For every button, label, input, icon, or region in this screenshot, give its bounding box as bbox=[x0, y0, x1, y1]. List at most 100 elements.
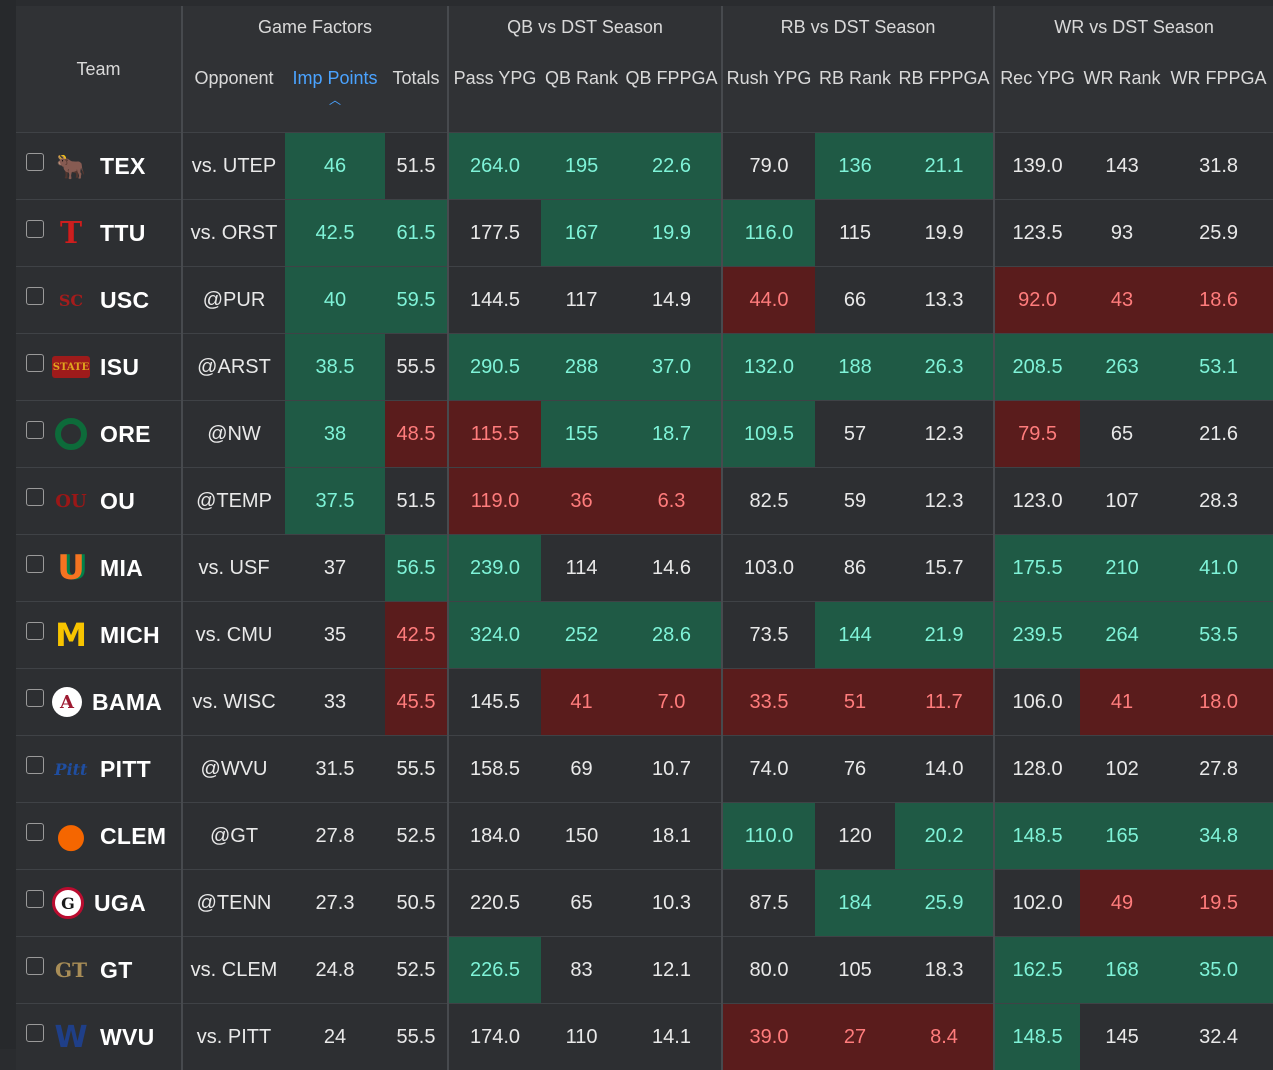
matchup-table: Team Game Factors QB vs DST Season RB vs… bbox=[16, 6, 1273, 1070]
cell-rush-ypg: 103.0 bbox=[722, 535, 815, 602]
cell-pass-ypg: 226.5 bbox=[448, 937, 541, 1004]
cell-totals: 56.5 bbox=[385, 535, 448, 602]
cell-totals: 48.5 bbox=[385, 401, 448, 468]
col-header-imp-points-label: Imp Points bbox=[292, 68, 377, 88]
cell-rb-fppga: 12.3 bbox=[895, 401, 994, 468]
team-wrap: 🐂TEX bbox=[16, 133, 181, 199]
cell-qb-fppga: 14.6 bbox=[622, 535, 722, 602]
row-select-checkbox[interactable] bbox=[26, 287, 44, 305]
cell-rb-rank: 76 bbox=[815, 736, 895, 803]
row-select-checkbox[interactable] bbox=[26, 1024, 44, 1042]
cell-qb-rank: 288 bbox=[541, 334, 622, 401]
cell-rb-rank: 86 bbox=[815, 535, 895, 602]
cell-qb-fppga: 14.1 bbox=[622, 1004, 722, 1070]
row-select-checkbox[interactable] bbox=[26, 153, 44, 171]
cell-wr-fppga: 53.5 bbox=[1164, 602, 1273, 669]
row-select-checkbox[interactable] bbox=[26, 488, 44, 506]
cell-totals: 59.5 bbox=[385, 267, 448, 334]
cell-pass-ypg: 145.5 bbox=[448, 669, 541, 736]
cell-pass-ypg: 177.5 bbox=[448, 200, 541, 267]
cell-imp-points: 33 bbox=[285, 669, 385, 736]
cell-opponent: @WVU bbox=[182, 736, 285, 803]
cell-imp-points: 31.5 bbox=[285, 736, 385, 803]
row-select-checkbox[interactable] bbox=[26, 421, 44, 439]
row-select-checkbox[interactable] bbox=[26, 354, 44, 372]
col-header-rb-fppga[interactable]: RB FPPGA bbox=[895, 48, 994, 133]
isu-state-logo-icon: STATE bbox=[52, 356, 90, 378]
col-header-rush-ypg[interactable]: Rush YPG bbox=[722, 48, 815, 133]
cell-pass-ypg: 290.5 bbox=[448, 334, 541, 401]
cell-wr-fppga: 21.6 bbox=[1164, 401, 1273, 468]
col-header-rb-rank[interactable]: RB Rank bbox=[815, 48, 895, 133]
cell-wr-rank: 143 bbox=[1080, 133, 1164, 200]
cell-rush-ypg: 80.0 bbox=[722, 937, 815, 1004]
cell-pass-ypg: 144.5 bbox=[448, 267, 541, 334]
team-header[interactable]: Team bbox=[16, 6, 182, 133]
team-abbr: ORE bbox=[100, 421, 151, 448]
cell-totals: 45.5 bbox=[385, 669, 448, 736]
cell-opponent: @ARST bbox=[182, 334, 285, 401]
row-select-checkbox[interactable] bbox=[26, 823, 44, 841]
row-select-checkbox[interactable] bbox=[26, 220, 44, 238]
left-gutter bbox=[0, 0, 16, 1049]
cell-qb-fppga: 12.1 bbox=[622, 937, 722, 1004]
cell-wr-rank: 263 bbox=[1080, 334, 1164, 401]
cell-wr-fppga: 25.9 bbox=[1164, 200, 1273, 267]
cell-totals: 42.5 bbox=[385, 602, 448, 669]
cell-wr-rank: 145 bbox=[1080, 1004, 1164, 1070]
cell-qb-fppga: 14.9 bbox=[622, 267, 722, 334]
cell-imp-points: 40 bbox=[285, 267, 385, 334]
col-header-rec-ypg[interactable]: Rec YPG bbox=[994, 48, 1080, 133]
cell-qb-rank: 110 bbox=[541, 1004, 622, 1070]
cell-rb-fppga: 11.7 bbox=[895, 669, 994, 736]
cell-rb-rank: 136 bbox=[815, 133, 895, 200]
cell-opponent: vs. PITT bbox=[182, 1004, 285, 1070]
team-abbr: PITT bbox=[100, 756, 151, 783]
team-abbr: BAMA bbox=[92, 689, 162, 716]
cell-qb-fppga: 18.7 bbox=[622, 401, 722, 468]
col-header-opponent[interactable]: Opponent bbox=[182, 48, 285, 133]
cell-rush-ypg: 74.0 bbox=[722, 736, 815, 803]
cell-rb-rank: 188 bbox=[815, 334, 895, 401]
cell-imp-points: 37 bbox=[285, 535, 385, 602]
col-header-imp-points[interactable]: Imp Points︿ bbox=[285, 48, 385, 133]
col-header-wr-fppga[interactable]: WR FPPGA bbox=[1164, 48, 1273, 133]
col-header-totals[interactable]: Totals bbox=[385, 48, 448, 133]
row-select-checkbox[interactable] bbox=[26, 689, 44, 707]
cell-rec-ypg: 139.0 bbox=[994, 133, 1080, 200]
team-abbr: UGA bbox=[94, 890, 146, 917]
row-select-checkbox[interactable] bbox=[26, 890, 44, 908]
cell-totals: 52.5 bbox=[385, 937, 448, 1004]
cell-qb-rank: 36 bbox=[541, 468, 622, 535]
cell-pass-ypg: 184.0 bbox=[448, 803, 541, 870]
row-select-checkbox[interactable] bbox=[26, 622, 44, 640]
cell-rb-rank: 27 bbox=[815, 1004, 895, 1070]
row-select-checkbox[interactable] bbox=[26, 957, 44, 975]
row-select-checkbox[interactable] bbox=[26, 555, 44, 573]
col-header-qb-rank[interactable]: QB Rank bbox=[541, 48, 622, 133]
cell-rb-rank: 66 bbox=[815, 267, 895, 334]
col-header-qb-fppga[interactable]: QB FPPGA bbox=[622, 48, 722, 133]
cell-wr-rank: 107 bbox=[1080, 468, 1164, 535]
cell-qb-rank: 69 bbox=[541, 736, 622, 803]
col-header-pass-ypg[interactable]: Pass YPG bbox=[448, 48, 541, 133]
col-header-wr-rank[interactable]: WR Rank bbox=[1080, 48, 1164, 133]
cell-rush-ypg: 109.5 bbox=[722, 401, 815, 468]
row-select-checkbox[interactable] bbox=[26, 756, 44, 774]
cell-pass-ypg: 239.0 bbox=[448, 535, 541, 602]
team-abbr: MIA bbox=[100, 555, 143, 582]
cell-rb-fppga: 21.1 bbox=[895, 133, 994, 200]
cell-imp-points: 42.5 bbox=[285, 200, 385, 267]
team-cell: ●CLEM bbox=[16, 803, 182, 870]
cell-qb-fppga: 37.0 bbox=[622, 334, 722, 401]
cell-imp-points: 27.3 bbox=[285, 870, 385, 937]
